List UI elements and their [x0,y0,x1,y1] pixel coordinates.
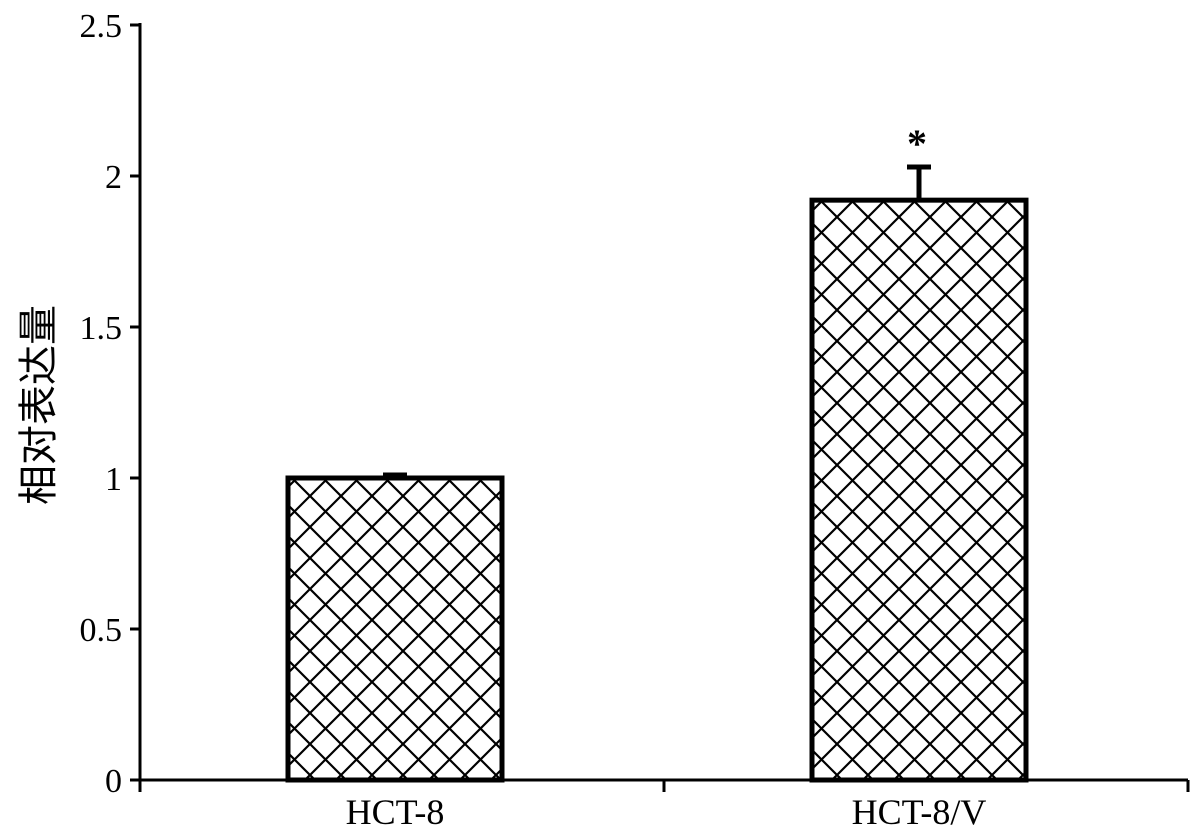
significance-marker: * [907,121,927,166]
y-axis-label: 相对表达量 [16,305,62,505]
y-tick-label: 2 [105,159,122,196]
bars-group: * [285,121,1029,783]
x-category-label: HCT-8 [346,792,445,832]
bar [285,475,505,783]
y-tick-label: 0.5 [80,612,123,649]
y-tick-label: 0 [105,763,122,800]
y-tick-label: 2.5 [80,8,123,45]
y-tick-label: 1 [105,461,122,498]
bar [809,197,1029,783]
y-tick-label: 1.5 [80,310,123,347]
x-category-label: HCT-8/V [852,792,987,832]
axes-group: 0 0.5 1 1.5 2 2.5 HCT-8 HCT-8/V [80,8,1190,832]
